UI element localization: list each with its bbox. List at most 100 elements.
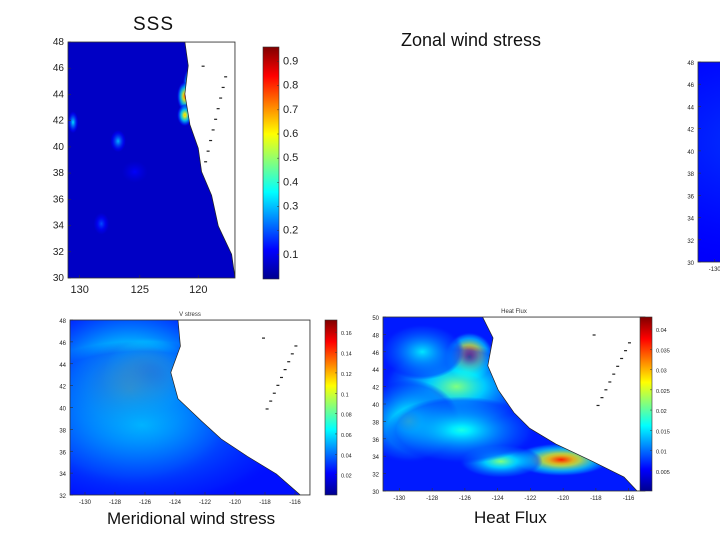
y-tick-label: 44 xyxy=(372,368,379,374)
y-tick-label: 36 xyxy=(53,194,65,205)
y-tick-label: 50 xyxy=(372,316,379,322)
lake-speck xyxy=(280,376,283,379)
lake-speck xyxy=(262,337,265,339)
y-tick-label: 42 xyxy=(53,116,65,127)
lake-speck xyxy=(216,108,220,110)
x-tick-label: 125 xyxy=(131,284,149,296)
plot-frame xyxy=(67,41,236,279)
lake-speck xyxy=(616,365,620,367)
y-tick-label: 34 xyxy=(687,217,694,223)
lake-speck xyxy=(612,373,616,375)
y-tick-label: 40 xyxy=(687,150,694,156)
x-tick-label: -130 xyxy=(393,496,406,502)
lake-speck xyxy=(221,86,225,89)
x-tick-label: -120 xyxy=(229,500,242,506)
y-tick-label: 44 xyxy=(53,89,65,100)
heatmap-field xyxy=(68,42,235,278)
meridional-chart: V stress 32 34 36 38 40 42 44 46 48 -130 -128 -126 -1… xyxy=(59,312,352,506)
y-tick-label: 32 xyxy=(53,247,65,258)
lake-speck xyxy=(592,334,596,336)
lake-speck xyxy=(272,392,276,394)
lake-speck xyxy=(600,397,604,399)
colorbar-label: 0.8 xyxy=(283,80,298,92)
sss-caption: SSS xyxy=(133,14,175,35)
inner-title: Heat Flux xyxy=(501,309,527,315)
hotspot xyxy=(698,62,720,262)
land-mask xyxy=(184,42,235,278)
y-tick-label: 36 xyxy=(372,438,379,444)
colorbar-label: 0.035 xyxy=(656,348,670,354)
y-tick-label: 32 xyxy=(59,494,66,500)
x-tick-label: -126 xyxy=(139,500,152,506)
colorbar-label: 0.1 xyxy=(283,249,298,261)
x-tick-label: -122 xyxy=(524,496,537,502)
y-tick-label: 34 xyxy=(53,221,65,232)
y-tick-label: 34 xyxy=(59,472,66,478)
lake-speck xyxy=(214,118,218,120)
colorbar-label: 0.14 xyxy=(341,352,352,358)
lake-speck xyxy=(265,408,269,410)
lake-speck xyxy=(269,400,273,402)
hotspot xyxy=(121,160,149,184)
x-tick-label: -124 xyxy=(169,500,182,506)
y-tick-label: 48 xyxy=(687,61,694,67)
zonal-caption: Zonal wind stress xyxy=(401,30,542,50)
meridional-caption: Meridional wind stress xyxy=(107,509,276,528)
hotspot xyxy=(383,323,465,380)
lake-speck xyxy=(290,353,294,355)
x-tick-label: -118 xyxy=(259,500,271,506)
zonal-chart: U stress30323436384042444648-130-128-126… xyxy=(687,61,720,273)
lake-speck xyxy=(209,139,213,142)
colorbar-label: 0.015 xyxy=(656,429,670,435)
lake-speck xyxy=(627,342,631,344)
y-tick-label: 38 xyxy=(372,420,379,426)
lake-speck xyxy=(204,161,208,163)
x-tick-label: -122 xyxy=(199,500,212,506)
lake-speck xyxy=(211,129,215,131)
colorbar-label: 0.3 xyxy=(283,201,298,213)
colorbar-label: 0.12 xyxy=(341,372,352,378)
colorbar-label: 0.9 xyxy=(283,56,298,68)
y-tick-label: 46 xyxy=(53,63,65,74)
colorbar-label: 0.02 xyxy=(656,409,667,415)
colorbar-label: 0.025 xyxy=(656,389,670,395)
y-tick-label: 30 xyxy=(53,273,65,284)
y-tick-label: 36 xyxy=(687,194,694,200)
x-tick-label: -126 xyxy=(459,496,472,502)
y-tick-label: 34 xyxy=(372,455,379,461)
y-tick-label: 32 xyxy=(372,473,379,479)
colorbar-label: 0.16 xyxy=(341,331,352,337)
colorbar-label: 0.03 xyxy=(656,369,667,375)
y-tick-label: 44 xyxy=(687,105,694,111)
y-tick-label: 30 xyxy=(687,261,694,267)
y-tick-label: 40 xyxy=(53,142,65,153)
colorbar-label: 0.1 xyxy=(341,392,349,398)
x-tick-label: -118 xyxy=(590,496,602,502)
lake-speck xyxy=(608,381,612,383)
x-tick-label: -116 xyxy=(623,496,635,502)
land-mask xyxy=(170,320,310,495)
colorbar-label: 0.08 xyxy=(341,413,352,419)
land-mask xyxy=(482,317,645,491)
colorbar-label: 0.01 xyxy=(656,450,667,456)
lake-speck xyxy=(294,345,298,347)
lake-speck xyxy=(224,76,228,78)
inner-title: V stress xyxy=(179,312,201,318)
lake-speck xyxy=(219,97,223,99)
y-tick-label: 38 xyxy=(687,172,694,178)
y-tick-label: 46 xyxy=(372,351,379,357)
x-tick-label: -130 xyxy=(79,500,92,506)
heat-caption: Heat Flux xyxy=(474,508,547,527)
hotspot xyxy=(93,212,110,236)
hotspot xyxy=(110,129,127,153)
colorbar-label: 0.02 xyxy=(341,474,352,480)
lake-speck xyxy=(201,65,205,67)
y-tick-label: 38 xyxy=(59,428,66,434)
colorbar-label: 0.06 xyxy=(341,433,352,439)
y-tick-label: 42 xyxy=(59,385,66,391)
heatmap-field xyxy=(383,317,645,491)
y-tick-label: 48 xyxy=(53,37,65,48)
sss-chart: 30 32 34 36 38 40 42 44 46 48 130 125 120 0.1 0.2 0.3 0.… xyxy=(53,37,298,296)
lake-speck xyxy=(283,369,287,371)
x-tick-label: -128 xyxy=(109,500,122,506)
